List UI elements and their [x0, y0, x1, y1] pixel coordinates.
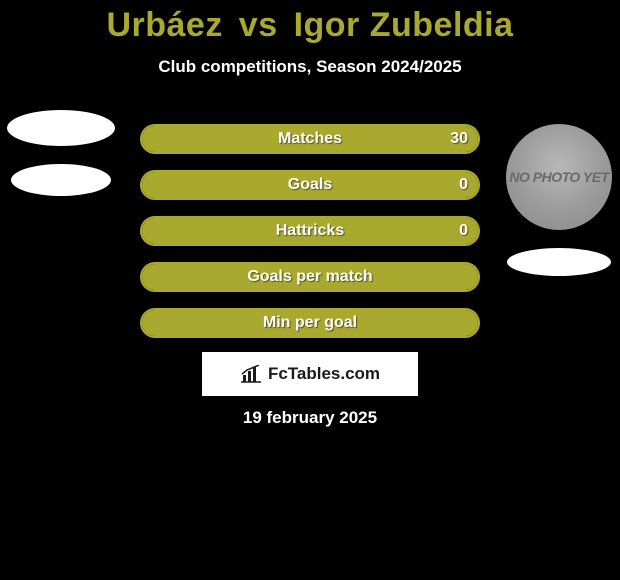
stat-label: Min per goal — [142, 310, 478, 336]
stats-container: Matches 30 Goals 0 Hattricks 0 Goals per… — [140, 124, 480, 354]
stat-label: Hattricks — [142, 218, 478, 244]
right-player-avatar: NO PHOTO YET — [506, 124, 612, 230]
stat-bar-goals-per-match: Goals per match — [140, 262, 480, 292]
player1-name: Urbáez — [106, 6, 222, 44]
stat-right-value: 30 — [450, 126, 468, 152]
branding-box: FcTables.com — [202, 352, 418, 396]
left-player-shape-1 — [7, 110, 115, 146]
right-player-column: NO PHOTO YET — [504, 124, 614, 294]
vs-label: vs — [239, 6, 278, 44]
stat-bar-goals: Goals 0 — [140, 170, 480, 200]
stat-label: Matches — [142, 126, 478, 152]
comparison-title: Urbáez vs Igor Zubeldia — [0, 0, 620, 45]
subtitle: Club competitions, Season 2024/2025 — [0, 57, 620, 77]
stat-bar-matches: Matches 30 — [140, 124, 480, 154]
bar-chart-icon — [240, 365, 262, 383]
stat-right-value: 0 — [459, 172, 468, 198]
player2-name: Igor Zubeldia — [294, 6, 514, 44]
stat-right-value: 0 — [459, 218, 468, 244]
right-player-shape-1 — [507, 248, 611, 276]
left-player-shape-2 — [11, 164, 111, 196]
date-label: 19 february 2025 — [0, 408, 620, 428]
stat-bar-min-per-goal: Min per goal — [140, 308, 480, 338]
no-photo-label: NO PHOTO YET — [509, 170, 608, 184]
stat-label: Goals — [142, 172, 478, 198]
left-player-column — [6, 110, 116, 214]
stat-bar-hattricks: Hattricks 0 — [140, 216, 480, 246]
branding-text: FcTables.com — [268, 364, 380, 384]
stat-label: Goals per match — [142, 264, 478, 290]
